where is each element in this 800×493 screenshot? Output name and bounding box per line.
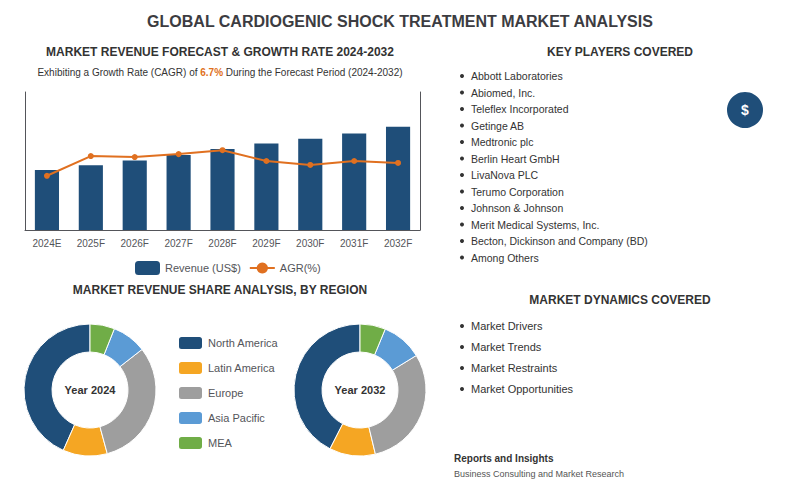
svg-text:Market Restraints: Market Restraints: [471, 362, 558, 374]
svg-text:2026F: 2026F: [121, 238, 149, 249]
svg-text:Becton, Dickinson and Company: Becton, Dickinson and Company (BD): [471, 235, 648, 247]
svg-text:2032F: 2032F: [384, 238, 412, 249]
svg-text:Market Opportunities: Market Opportunities: [471, 383, 574, 395]
svg-text:MARKET REVENUE FORECAST & GROW: MARKET REVENUE FORECAST & GROWTH RATE 20…: [46, 45, 394, 59]
svg-text:KEY PLAYERS COVERED: KEY PLAYERS COVERED: [547, 45, 693, 59]
svg-text:2029F: 2029F: [252, 238, 280, 249]
svg-text:Latin America: Latin America: [208, 362, 276, 374]
svg-text:Getinge AB: Getinge AB: [471, 120, 524, 132]
svg-text:Exhibiting a Growth Rate (CAGR: Exhibiting a Growth Rate (CAGR) of: [37, 67, 200, 78]
svg-text:2027F: 2027F: [164, 238, 192, 249]
svg-text:Abiomed, Inc.: Abiomed, Inc.: [471, 87, 535, 99]
svg-text:Market Trends: Market Trends: [471, 341, 542, 353]
svg-text:LivaNova PLC: LivaNova PLC: [471, 169, 539, 181]
svg-text:Terumo Corporation: Terumo Corporation: [471, 186, 564, 198]
svg-text:North America: North America: [208, 337, 279, 349]
svg-text:GLOBAL CARDIOGENIC SHOCK TREAT: GLOBAL CARDIOGENIC SHOCK TREATMENT MARKE…: [147, 13, 653, 30]
svg-text:2024E: 2024E: [32, 238, 61, 249]
svg-text:2031F: 2031F: [340, 238, 368, 249]
svg-text:Reports and Insights: Reports and Insights: [454, 453, 554, 464]
svg-text:MEA: MEA: [208, 437, 233, 449]
svg-text:MARKET DYNAMICS COVERED: MARKET DYNAMICS COVERED: [529, 293, 711, 307]
svg-text:Europe: Europe: [208, 387, 243, 399]
svg-text:Among Others: Among Others: [471, 252, 539, 264]
svg-text:6.7%: 6.7%: [200, 67, 223, 78]
svg-text:Teleflex Incorporated: Teleflex Incorporated: [471, 103, 569, 115]
svg-text:Medtronic plc: Medtronic plc: [471, 136, 533, 148]
svg-text:During the Forecast Period (20: During the Forecast Period (2024-2032): [223, 67, 403, 78]
svg-text:2028F: 2028F: [208, 238, 236, 249]
svg-text:$: $: [741, 102, 749, 118]
svg-text:2030F: 2030F: [296, 238, 324, 249]
svg-text:Abbott Laboratories: Abbott Laboratories: [471, 70, 563, 82]
svg-text:2025F: 2025F: [77, 238, 105, 249]
svg-text:AGR(%): AGR(%): [280, 262, 321, 274]
svg-text:Revenue (US$): Revenue (US$): [165, 262, 241, 274]
svg-text:Johnson & Johnson: Johnson & Johnson: [471, 202, 563, 214]
svg-text:Asia Pacific: Asia Pacific: [208, 412, 265, 424]
svg-text:MARKET REVENUE SHARE ANALYSIS,: MARKET REVENUE SHARE ANALYSIS, BY REGION: [73, 283, 367, 297]
svg-text:Market Drivers: Market Drivers: [471, 320, 543, 332]
svg-text:Business Consulting and Market: Business Consulting and Market Research: [454, 469, 624, 479]
svg-text:Year 2032: Year 2032: [335, 384, 386, 396]
svg-text:Merit Medical Systems, Inc.: Merit Medical Systems, Inc.: [471, 219, 599, 231]
svg-text:Year 2024: Year 2024: [65, 384, 117, 396]
svg-text:Berlin Heart GmbH: Berlin Heart GmbH: [471, 153, 560, 165]
